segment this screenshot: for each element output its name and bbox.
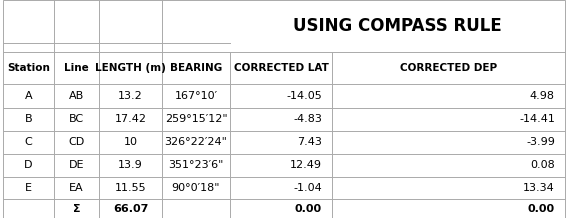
- Text: -3.99: -3.99: [526, 137, 555, 147]
- Text: LENGTH (m): LENGTH (m): [95, 63, 166, 73]
- Text: USING COMPASS RULE: USING COMPASS RULE: [293, 17, 502, 35]
- Text: A: A: [24, 91, 32, 101]
- Text: D: D: [24, 160, 32, 170]
- Text: DE: DE: [69, 160, 85, 170]
- Text: EA: EA: [69, 183, 84, 193]
- Text: 0.08: 0.08: [530, 160, 555, 170]
- Text: CORRECTED LAT: CORRECTED LAT: [233, 63, 329, 73]
- Text: 167°10′: 167°10′: [174, 91, 218, 101]
- Text: 326°22′24": 326°22′24": [165, 137, 227, 147]
- Text: BEARING: BEARING: [170, 63, 222, 73]
- Text: 351°23′6": 351°23′6": [168, 160, 224, 170]
- Text: -1.04: -1.04: [293, 183, 322, 193]
- Text: 90°0′18": 90°0′18": [172, 183, 220, 193]
- Text: BC: BC: [69, 114, 84, 124]
- Text: 11.55: 11.55: [115, 183, 147, 193]
- Text: AB: AB: [69, 91, 84, 101]
- Text: 10: 10: [124, 137, 137, 147]
- Text: Station: Station: [7, 63, 50, 73]
- Text: -14.05: -14.05: [286, 91, 322, 101]
- Text: -4.83: -4.83: [293, 114, 322, 124]
- Text: 259°15′12": 259°15′12": [165, 114, 227, 124]
- Text: E: E: [25, 183, 32, 193]
- Text: 13.2: 13.2: [118, 91, 143, 101]
- Text: C: C: [24, 137, 32, 147]
- Text: Line: Line: [64, 63, 89, 73]
- Text: 12.49: 12.49: [290, 160, 322, 170]
- Text: 13.9: 13.9: [118, 160, 143, 170]
- Text: 4.98: 4.98: [530, 91, 555, 101]
- Text: 7.43: 7.43: [297, 137, 322, 147]
- Text: 0.00: 0.00: [528, 204, 555, 214]
- Text: CORRECTED DEP: CORRECTED DEP: [400, 63, 497, 73]
- Text: Σ: Σ: [73, 204, 81, 214]
- Text: 17.42: 17.42: [115, 114, 147, 124]
- Text: CD: CD: [69, 137, 85, 147]
- Text: 66.07: 66.07: [113, 204, 148, 214]
- Text: -14.41: -14.41: [519, 114, 555, 124]
- Text: B: B: [24, 114, 32, 124]
- Text: 13.34: 13.34: [523, 183, 555, 193]
- Text: 0.00: 0.00: [295, 204, 322, 214]
